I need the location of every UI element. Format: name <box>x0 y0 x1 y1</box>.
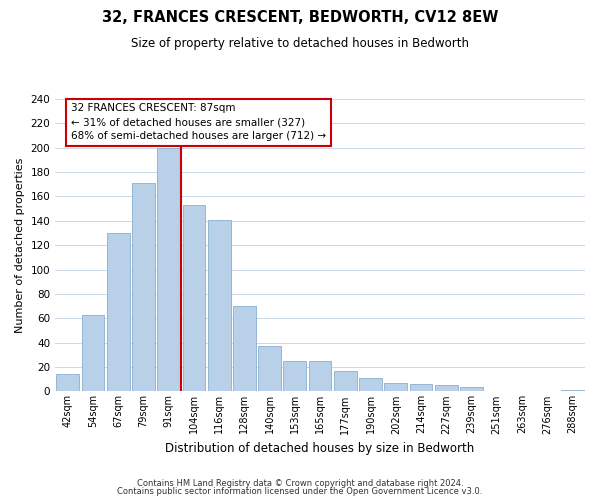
Bar <box>107 233 130 392</box>
Text: Contains public sector information licensed under the Open Government Licence v3: Contains public sector information licen… <box>118 487 482 496</box>
Bar <box>334 370 356 392</box>
Bar <box>435 386 458 392</box>
Bar <box>385 383 407 392</box>
Bar <box>233 306 256 392</box>
Bar <box>258 346 281 392</box>
Bar <box>359 378 382 392</box>
Bar <box>460 386 483 392</box>
Bar <box>561 390 584 392</box>
Bar <box>56 374 79 392</box>
Bar <box>410 384 433 392</box>
Text: Contains HM Land Registry data © Crown copyright and database right 2024.: Contains HM Land Registry data © Crown c… <box>137 478 463 488</box>
Bar <box>182 205 205 392</box>
Bar <box>132 183 155 392</box>
X-axis label: Distribution of detached houses by size in Bedworth: Distribution of detached houses by size … <box>166 442 475 455</box>
Bar <box>82 314 104 392</box>
Bar <box>283 361 306 392</box>
Text: Size of property relative to detached houses in Bedworth: Size of property relative to detached ho… <box>131 38 469 51</box>
Bar <box>157 148 180 392</box>
Text: 32 FRANCES CRESCENT: 87sqm
← 31% of detached houses are smaller (327)
68% of sem: 32 FRANCES CRESCENT: 87sqm ← 31% of deta… <box>71 104 326 142</box>
Bar <box>309 361 331 392</box>
Y-axis label: Number of detached properties: Number of detached properties <box>15 158 25 333</box>
Bar <box>208 220 230 392</box>
Text: 32, FRANCES CRESCENT, BEDWORTH, CV12 8EW: 32, FRANCES CRESCENT, BEDWORTH, CV12 8EW <box>102 10 498 25</box>
